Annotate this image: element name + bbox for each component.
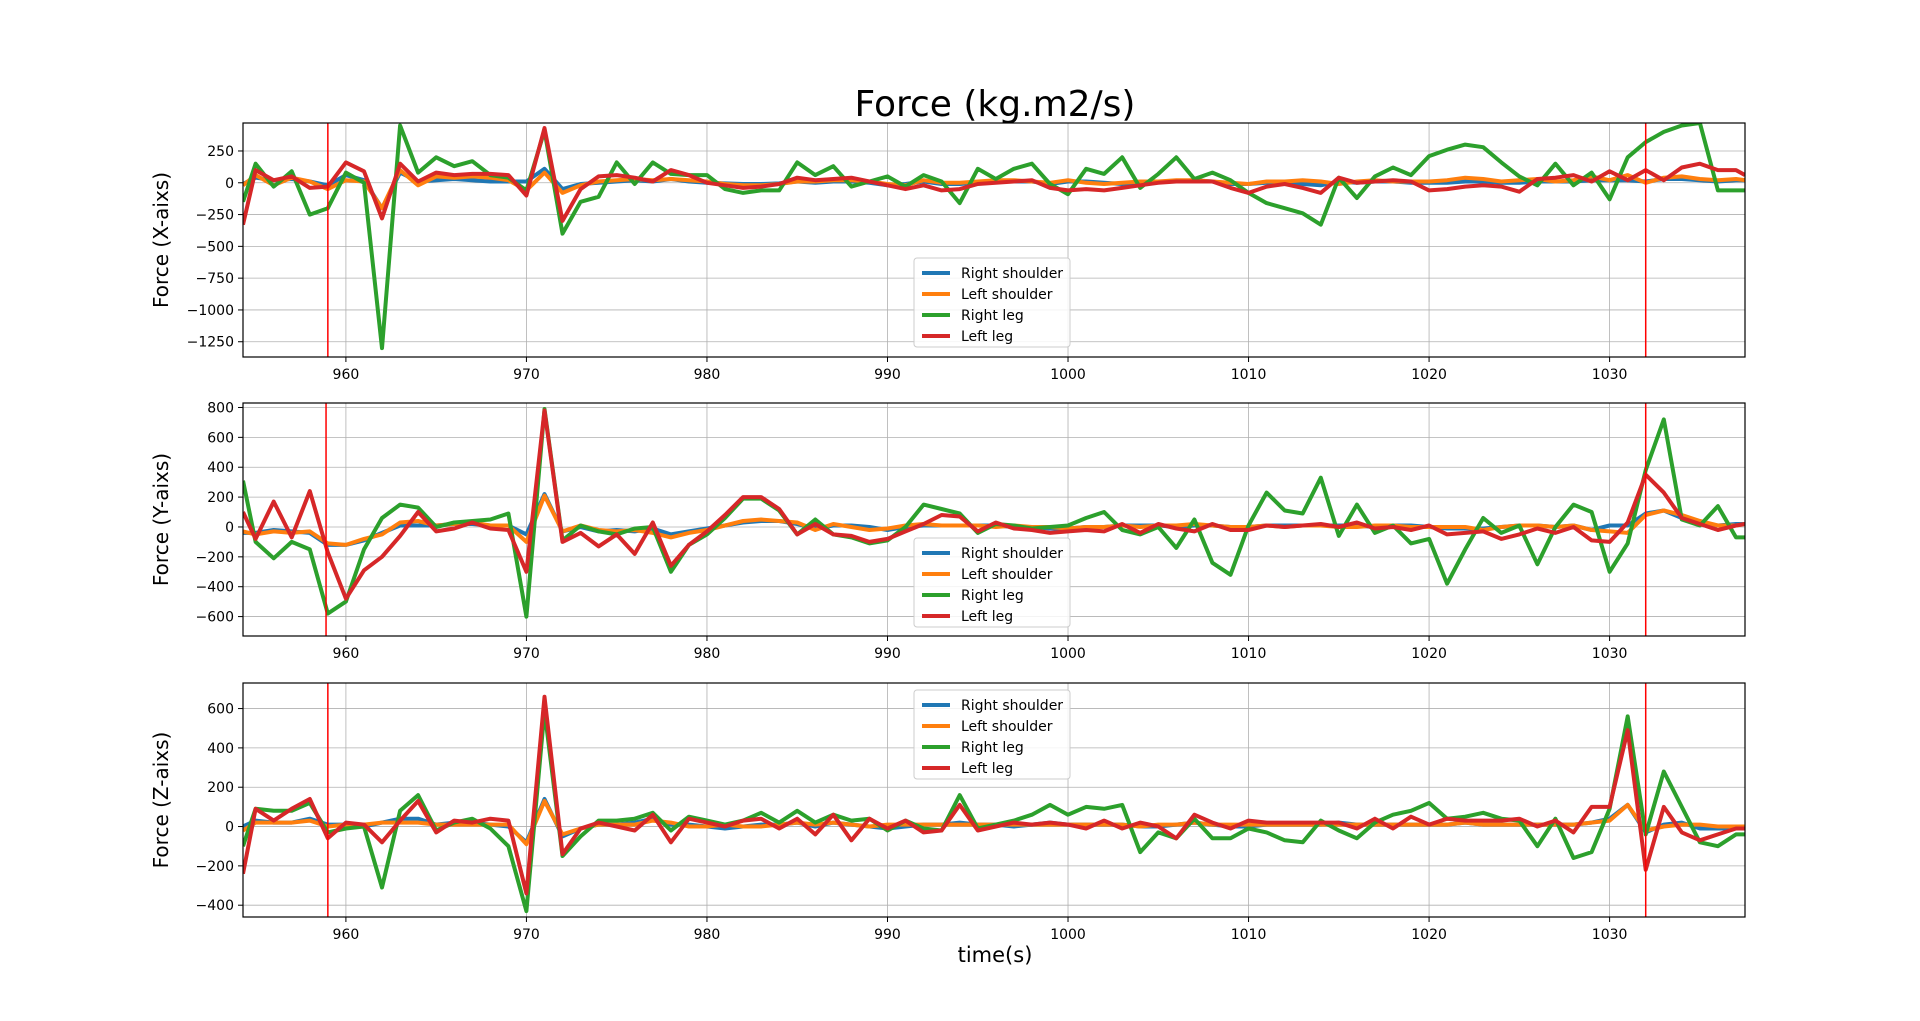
- legend-box: [913, 689, 1071, 780]
- y-tick-label: −600: [196, 610, 234, 626]
- x-tick-label: 1020: [1411, 646, 1447, 662]
- y-tick-label: −750: [196, 271, 234, 287]
- x-tick-label: 1020: [1411, 367, 1447, 383]
- legend-label-right-shoulder: Right shoulder: [961, 266, 1063, 282]
- x-tick-label: 960: [333, 367, 360, 383]
- figure-title: Force (kg.m2/s): [855, 84, 1136, 125]
- series-line-left-shoulder: [243, 493, 1745, 547]
- series-line-left-leg: [243, 408, 1745, 601]
- y-tick-label: 600: [207, 430, 234, 446]
- series-line-left-leg: [243, 126, 1745, 226]
- y-tick-label: −250: [196, 208, 234, 224]
- y-tick-label: 0: [225, 820, 234, 836]
- x-tick-label: 990: [874, 646, 901, 662]
- axes-frame: [242, 402, 1746, 637]
- x-tick-label: 1000: [1050, 646, 1086, 662]
- legend-label-left-shoulder: Left shoulder: [961, 287, 1053, 303]
- y-tick-label: 400: [207, 460, 234, 476]
- y-tick-label: −400: [196, 898, 234, 914]
- x-tick-label: 970: [513, 367, 540, 383]
- x-tick-label: 970: [513, 646, 540, 662]
- axes-frame: [242, 682, 1746, 918]
- legend-label-right-leg: Right leg: [961, 308, 1024, 324]
- x-tick-label: 1010: [1231, 646, 1267, 662]
- legend: Right shoulder Left shoulder Right leg Left…: [913, 689, 1071, 780]
- y-tick-label: 800: [207, 400, 234, 416]
- legend: Right shoulder Left shoulder Right leg Left…: [913, 257, 1071, 348]
- legend: Right shoulder Left shoulder Right leg Left…: [913, 537, 1071, 628]
- y-tick-label: −400: [196, 580, 234, 596]
- y-tick-label: −1000: [187, 303, 234, 319]
- legend-label-right-leg: Right leg: [961, 740, 1024, 756]
- legend-box: [913, 257, 1071, 348]
- legend-label-left-shoulder: Left shoulder: [961, 567, 1053, 583]
- series-lines: [243, 407, 1745, 619]
- legend-label-left-leg: Left leg: [961, 329, 1013, 345]
- series-lines: [243, 123, 1745, 351]
- legend-label-left-shoulder: Left shoulder: [961, 719, 1053, 735]
- y-tick-label: 600: [207, 702, 234, 718]
- y-axis-label: Force (Y-aixs): [149, 453, 173, 586]
- x-tick-label: 1030: [1592, 646, 1628, 662]
- y-tick-label: 200: [207, 490, 234, 506]
- axes-y-force: 960 970 980 990 1000 1010 1020 1030 800 600 400 200…: [149, 400, 1746, 662]
- y-tick-label: 200: [207, 780, 234, 796]
- y-tick-label: −200: [196, 859, 234, 875]
- x-tick-label: 1000: [1050, 927, 1086, 943]
- x-tick-label: 970: [513, 927, 540, 943]
- x-tick-label: 1030: [1592, 927, 1628, 943]
- legend-label-left-leg: Left leg: [961, 609, 1013, 625]
- legend-label-right-leg: Right leg: [961, 588, 1024, 604]
- y-tick-label: −200: [196, 550, 234, 566]
- legend-label-left-leg: Left leg: [961, 761, 1013, 777]
- x-tick-label: 980: [694, 927, 721, 943]
- axes-x-force: 960 970 980 990 1000 1010 1020 1030 250 0 −250 −500…: [149, 122, 1746, 383]
- x-tick-label: 1000: [1050, 367, 1086, 383]
- x-axis-label: time(s): [958, 943, 1033, 967]
- x-tick-label: 960: [333, 927, 360, 943]
- x-tick-label: 1020: [1411, 927, 1447, 943]
- x-tick-label: 1010: [1231, 927, 1267, 943]
- y-axis-label: Force (X-aixs): [149, 172, 173, 308]
- y-tick-label: −1250: [187, 335, 234, 351]
- axes-z-force: 960 970 980 990 1000 1010 1020 1030 600 400 200 0 −2…: [149, 682, 1746, 943]
- x-tick-label: 990: [874, 927, 901, 943]
- series-lines: [243, 694, 1745, 914]
- x-tick-label: 990: [874, 367, 901, 383]
- y-tick-label: −500: [196, 239, 234, 255]
- x-tick-label: 980: [694, 367, 721, 383]
- x-tick-label: 1030: [1592, 367, 1628, 383]
- x-tick-label: 960: [333, 646, 360, 662]
- y-tick-label: 0: [225, 520, 234, 536]
- legend-label-right-shoulder: Right shoulder: [961, 546, 1063, 562]
- y-tick-label: 0: [225, 176, 234, 192]
- y-axis-label: Force (Z-aixs): [149, 732, 173, 869]
- x-tick-label: 980: [694, 646, 721, 662]
- y-tick-label: 400: [207, 741, 234, 757]
- legend-box: [913, 537, 1071, 628]
- legend-label-right-shoulder: Right shoulder: [961, 698, 1063, 714]
- series-line-left-leg: [243, 694, 1745, 896]
- y-tick-label: 250: [207, 144, 234, 160]
- axes-frame: [242, 122, 1746, 358]
- x-tick-label: 1010: [1231, 367, 1267, 383]
